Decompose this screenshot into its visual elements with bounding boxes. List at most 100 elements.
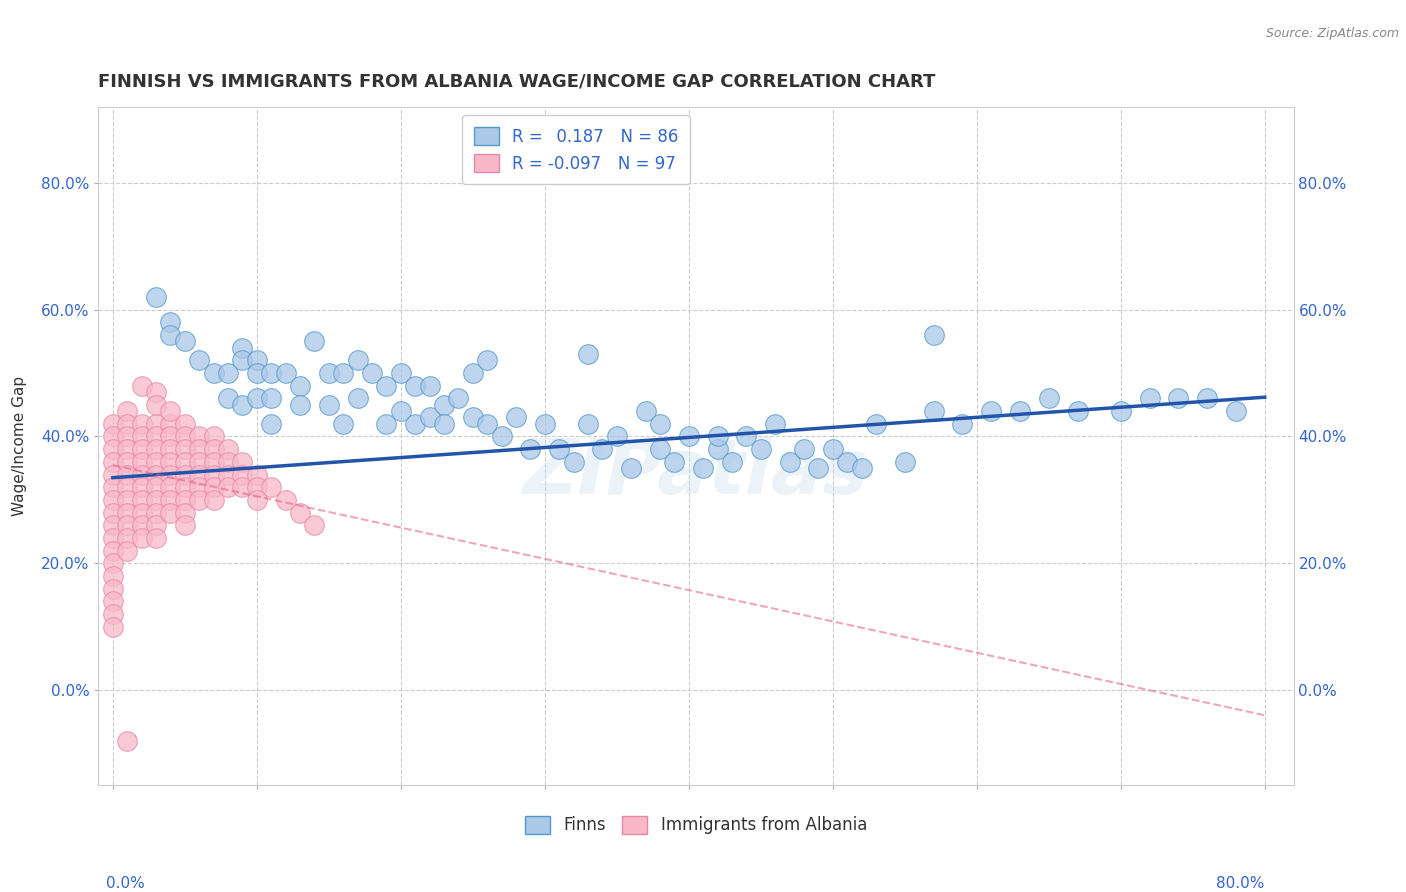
Point [101, 531, 124, 545]
Point [980, 404, 1002, 418]
Point [101, 543, 124, 558]
Point [101, 518, 124, 533]
Point [101, 429, 124, 443]
Point [173, 467, 195, 482]
Point [131, 379, 153, 393]
Point [706, 442, 728, 457]
Point [173, 492, 195, 507]
Point [131, 455, 153, 469]
Point [231, 341, 253, 355]
Point [145, 480, 167, 494]
Point [763, 417, 786, 431]
Point [131, 480, 153, 494]
Point [101, 619, 124, 633]
Point [1197, 392, 1219, 406]
Point [648, 417, 671, 431]
Point [433, 417, 456, 431]
Point [706, 429, 728, 443]
Point [173, 429, 195, 443]
Point [159, 467, 181, 482]
Point [101, 569, 124, 583]
Point [115, 442, 138, 457]
Point [533, 417, 555, 431]
Point [202, 467, 225, 482]
Point [837, 455, 859, 469]
Point [173, 480, 195, 494]
Point [101, 506, 124, 520]
Point [606, 429, 628, 443]
Point [576, 347, 599, 361]
Point [1038, 392, 1060, 406]
Point [145, 492, 167, 507]
Point [260, 366, 283, 380]
Point [893, 455, 915, 469]
Point [304, 518, 326, 533]
Point [188, 455, 211, 469]
Point [375, 417, 398, 431]
Point [1008, 404, 1031, 418]
Point [231, 467, 253, 482]
Point [131, 417, 153, 431]
Point [447, 392, 470, 406]
Point [115, 543, 138, 558]
Point [519, 442, 541, 457]
Point [231, 455, 253, 469]
Point [115, 404, 138, 418]
Point [115, 467, 138, 482]
Point [491, 429, 513, 443]
Point [131, 518, 153, 533]
Point [173, 417, 195, 431]
Point [159, 492, 181, 507]
Point [821, 442, 844, 457]
Point [173, 334, 195, 349]
Point [145, 518, 167, 533]
Point [389, 366, 412, 380]
Point [274, 366, 297, 380]
Point [217, 366, 239, 380]
Point [246, 392, 269, 406]
Point [505, 410, 527, 425]
Point [173, 518, 195, 533]
Point [145, 290, 167, 304]
Point [1139, 392, 1161, 406]
Point [115, 417, 138, 431]
Point [115, 518, 138, 533]
Point [202, 429, 225, 443]
Point [115, 506, 138, 520]
Point [735, 429, 758, 443]
Point [101, 582, 124, 596]
Point [231, 480, 253, 494]
Point [217, 455, 239, 469]
Point [260, 392, 283, 406]
Point [548, 442, 571, 457]
Point [159, 417, 181, 431]
Point [101, 556, 124, 570]
Point [1066, 404, 1088, 418]
Point [131, 442, 153, 457]
Point [332, 417, 354, 431]
Point [461, 366, 484, 380]
Point [131, 492, 153, 507]
Point [246, 353, 269, 368]
Point [101, 594, 124, 608]
Point [477, 417, 499, 431]
Point [202, 442, 225, 457]
Text: FINNISH VS IMMIGRANTS FROM ALBANIA WAGE/INCOME GAP CORRELATION CHART: FINNISH VS IMMIGRANTS FROM ALBANIA WAGE/… [98, 72, 936, 90]
Point [101, 480, 124, 494]
Point [115, 492, 138, 507]
Point [404, 417, 426, 431]
Text: 0.0%: 0.0% [105, 877, 145, 891]
Text: ZIPatlas: ZIPatlas [523, 436, 869, 510]
Point [145, 385, 167, 400]
Point [131, 531, 153, 545]
Point [159, 429, 181, 443]
Point [101, 455, 124, 469]
Point [288, 398, 311, 412]
Point [188, 467, 211, 482]
Point [188, 492, 211, 507]
Point [634, 404, 657, 418]
Point [145, 531, 167, 545]
Point [231, 398, 253, 412]
Point [246, 480, 269, 494]
Point [576, 417, 599, 431]
